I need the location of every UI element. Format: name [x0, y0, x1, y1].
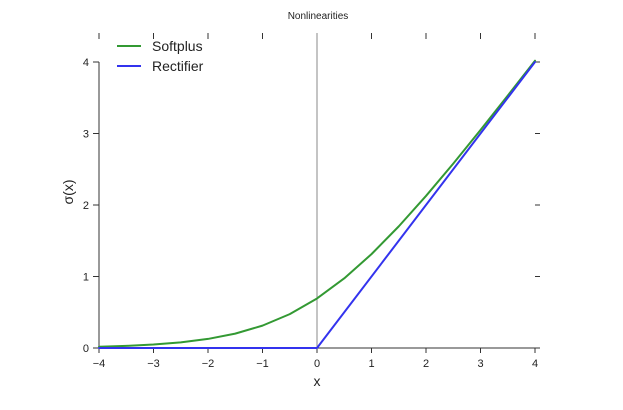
y-axis-label: σ(x)	[60, 180, 76, 205]
series-layer	[98, 59, 536, 349]
x-tick-label: −4	[93, 358, 106, 370]
legend-label-softplus: Softplus	[152, 38, 203, 54]
x-tick-label: −3	[147, 358, 160, 370]
x-tick-label: −2	[202, 358, 215, 370]
legend: Softplus Rectifier	[117, 38, 204, 74]
y-tick-label: 3	[83, 129, 89, 141]
x-axis-label: x	[314, 373, 321, 389]
y-tick-label: 1	[83, 272, 89, 284]
y-tick-label: 4	[83, 57, 89, 69]
chart-title: Nonlinearities	[288, 11, 349, 22]
right-axis-ticks	[535, 61, 540, 349]
y-axis: 0 1 2 3 4	[83, 57, 100, 355]
x-axis: −4 −3 −2 −1 0 1 2 3 4	[93, 347, 538, 370]
y-tick-label: 0	[83, 343, 89, 355]
legend-label-rectifier: Rectifier	[152, 58, 204, 74]
x-tick-label: −1	[256, 358, 269, 370]
series-line-rectifier	[98, 61, 536, 349]
y-tick-label: 2	[83, 200, 89, 212]
x-tick-label: 2	[423, 358, 429, 370]
x-tick-label: 3	[477, 358, 483, 370]
x-tick-label: 4	[532, 358, 538, 370]
x-tick-label: 1	[368, 358, 374, 370]
x-tick-label: 0	[314, 358, 320, 370]
series-line-softplus	[98, 59, 536, 348]
